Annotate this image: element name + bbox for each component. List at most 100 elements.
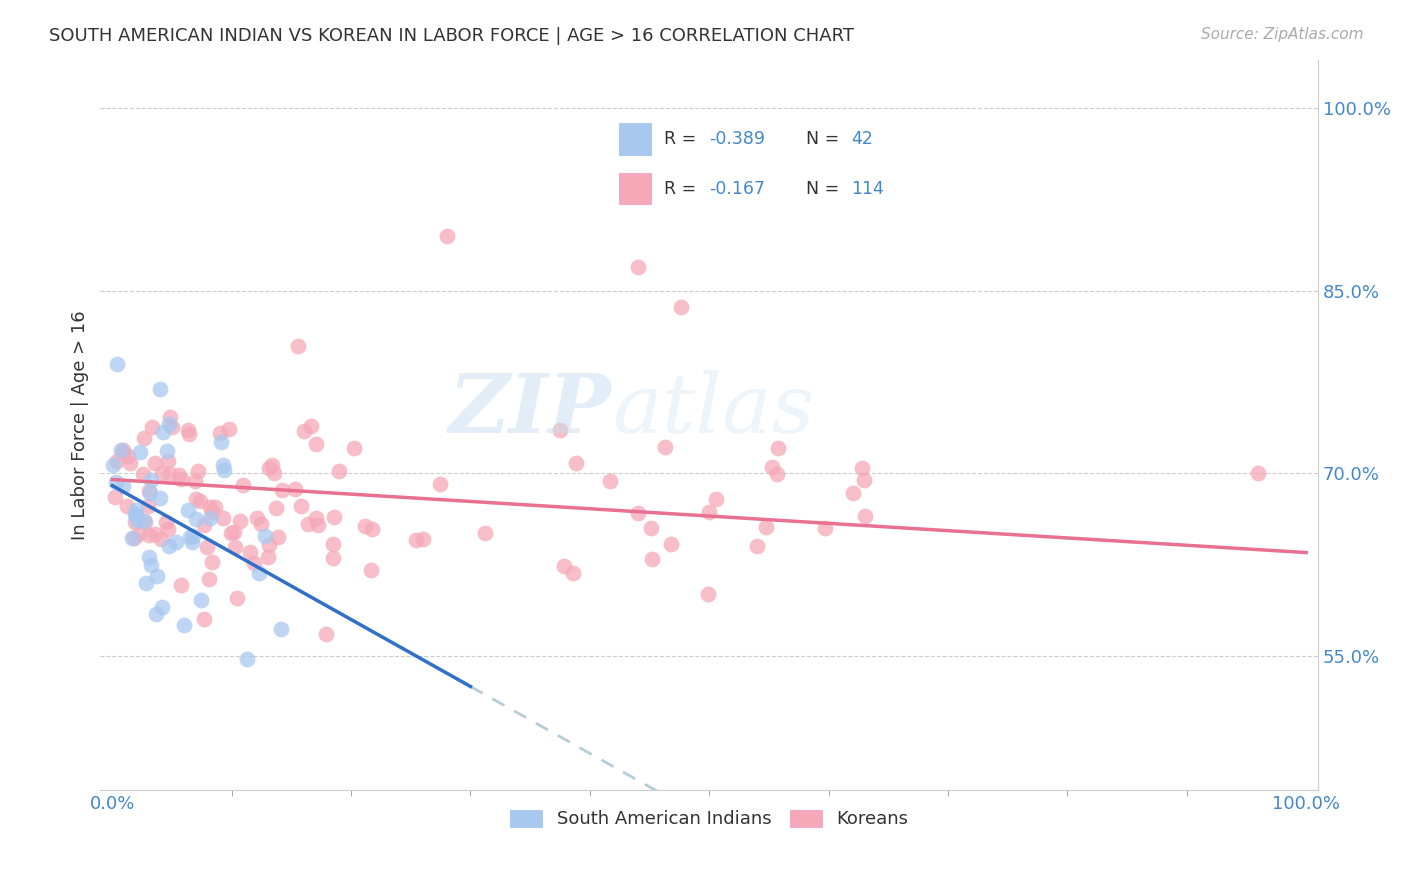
Point — [145, 607, 167, 622]
Point — [226, 591, 249, 605]
Point — [181, 535, 204, 549]
Point — [297, 516, 319, 531]
Point — [659, 537, 682, 551]
Point — [236, 651, 259, 665]
Point — [125, 502, 148, 516]
Point — [181, 529, 204, 543]
Text: SOUTH AMERICAN INDIAN VS KOREAN IN LABOR FORCE | AGE > 16 CORRELATION CHART: SOUTH AMERICAN INDIAN VS KOREAN IN LABOR… — [49, 27, 855, 45]
Point — [125, 508, 148, 523]
Point — [257, 460, 280, 475]
Point — [167, 468, 190, 483]
Point — [193, 612, 215, 626]
Point — [562, 566, 585, 580]
Point — [177, 427, 200, 442]
Point — [474, 526, 496, 541]
Point — [179, 530, 201, 544]
Point — [136, 500, 159, 514]
Point — [218, 421, 240, 435]
Point — [157, 417, 180, 432]
Point — [201, 505, 224, 519]
Point — [150, 466, 173, 480]
Point — [640, 521, 662, 535]
Point — [322, 551, 344, 566]
Point — [204, 500, 226, 514]
Point — [138, 549, 160, 564]
Point — [239, 545, 262, 559]
Point — [198, 500, 221, 514]
Point — [315, 627, 337, 641]
Point — [290, 499, 312, 513]
Point — [170, 472, 193, 486]
Point — [704, 491, 727, 506]
Point — [139, 558, 162, 572]
Point — [246, 511, 269, 525]
Point — [209, 434, 232, 449]
Point — [264, 501, 287, 516]
Point — [361, 522, 384, 536]
Point — [104, 491, 127, 505]
Point — [139, 485, 162, 500]
Point — [176, 423, 198, 437]
Point — [159, 467, 181, 482]
Point — [159, 409, 181, 424]
Point — [697, 505, 720, 519]
Point — [184, 512, 207, 526]
Point — [156, 444, 179, 458]
Point — [696, 587, 718, 601]
Point — [149, 533, 172, 547]
Point — [761, 460, 783, 475]
Point — [305, 510, 328, 524]
Point — [141, 420, 163, 434]
Point — [322, 537, 344, 551]
Point — [271, 483, 294, 497]
Point — [117, 449, 139, 463]
Point — [853, 509, 876, 524]
Point — [412, 532, 434, 546]
Point — [146, 569, 169, 583]
Point — [138, 528, 160, 542]
Point — [134, 514, 156, 528]
Point — [354, 519, 377, 533]
Point — [121, 531, 143, 545]
Point — [222, 525, 245, 540]
Point — [842, 486, 865, 500]
Point — [328, 464, 350, 478]
Point — [212, 462, 235, 476]
Point — [190, 593, 212, 607]
Point — [143, 456, 166, 470]
Point — [257, 550, 280, 565]
Point — [232, 478, 254, 492]
Point — [111, 442, 134, 457]
Point — [626, 260, 648, 274]
Point — [122, 532, 145, 546]
Point — [190, 494, 212, 508]
Point — [134, 515, 156, 529]
Point — [405, 533, 427, 547]
Point — [343, 441, 366, 455]
Point — [565, 456, 588, 470]
Point — [170, 578, 193, 592]
Point — [160, 420, 183, 434]
Point — [209, 426, 232, 441]
Point — [155, 515, 177, 529]
Point — [156, 454, 179, 468]
Point — [262, 458, 284, 472]
Point — [173, 617, 195, 632]
Point — [599, 474, 621, 488]
Point — [263, 466, 285, 480]
Point — [195, 540, 218, 554]
Point — [654, 440, 676, 454]
Point — [193, 517, 215, 532]
Point — [257, 537, 280, 551]
Point — [128, 527, 150, 541]
Point — [103, 458, 125, 473]
Point — [287, 338, 309, 352]
Point — [548, 423, 571, 437]
Point — [183, 474, 205, 488]
Point — [305, 437, 328, 451]
Point — [284, 483, 307, 497]
Point — [669, 301, 692, 315]
Point — [157, 523, 180, 537]
Point — [429, 477, 451, 491]
Point — [132, 467, 155, 481]
